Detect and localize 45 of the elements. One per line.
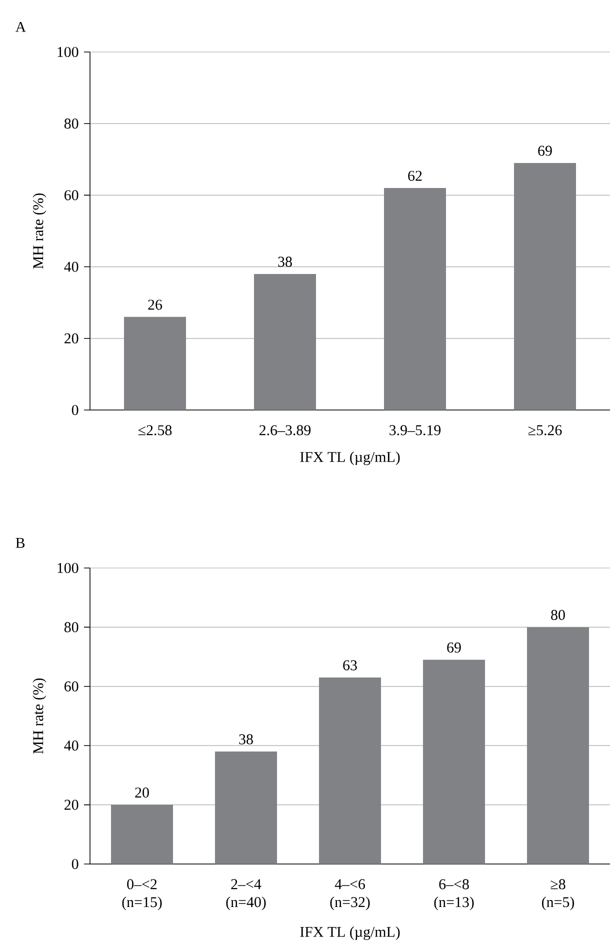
bar xyxy=(423,660,485,864)
y-tick-label: 20 xyxy=(64,800,78,810)
data-label: 80 xyxy=(551,610,565,620)
y-tick-label: 40 xyxy=(64,740,78,751)
y-axis-title: MH rate (%) xyxy=(32,678,46,754)
x-tick-label: 2.6–3.89 xyxy=(260,425,311,436)
y-tick-label: 100 xyxy=(58,46,78,58)
y-tick-label: 100 xyxy=(58,562,78,574)
x-tick-label: 4–<6 (n=32) xyxy=(330,879,370,910)
data-label: 63 xyxy=(343,660,357,670)
data-label: 26 xyxy=(148,300,162,310)
data-label: 69 xyxy=(538,146,552,156)
bar xyxy=(384,188,446,410)
bar xyxy=(319,678,381,864)
bar xyxy=(527,627,589,864)
y-tick-label: 0 xyxy=(72,858,78,870)
y-tick-label: 40 xyxy=(64,262,78,272)
data-label: 62 xyxy=(408,170,422,181)
x-tick-label: ≥5.26 xyxy=(528,425,562,436)
y-tick-label: 80 xyxy=(64,118,78,129)
x-tick-label: 6–<8 (n=13) xyxy=(434,879,474,910)
data-label: 20 xyxy=(135,788,149,798)
x-tick-label: 2–<4 (n=40) xyxy=(226,879,266,910)
x-axis-title: IFX TL (µg/mL) xyxy=(300,451,400,466)
y-tick-label: 80 xyxy=(64,622,78,632)
bar xyxy=(215,752,277,864)
y-tick-label: 60 xyxy=(64,190,78,200)
bar xyxy=(124,316,186,410)
chart-title: A xyxy=(15,22,26,32)
bar xyxy=(254,274,316,410)
x-tick-label: 3.9–5.19 xyxy=(390,425,441,436)
bar xyxy=(111,804,173,864)
x-axis-title: IFX TL (µg/mL) xyxy=(300,926,400,940)
chart-title: B xyxy=(16,538,25,548)
data-label: 69 xyxy=(447,642,461,653)
data-label: 38 xyxy=(239,734,253,744)
data-label: 38 xyxy=(278,256,292,267)
y-tick-label: 60 xyxy=(64,681,78,692)
y-axis-title: MH rate (%) xyxy=(32,193,46,269)
x-tick-label: ≥8 (n=5) xyxy=(542,879,574,910)
x-tick-label: 0–<2 (n=15) xyxy=(122,879,162,910)
x-tick-label: ≤2.58 xyxy=(138,425,172,436)
y-tick-label: 20 xyxy=(64,333,78,344)
y-tick-label: 0 xyxy=(72,404,78,416)
bar xyxy=(514,162,576,410)
